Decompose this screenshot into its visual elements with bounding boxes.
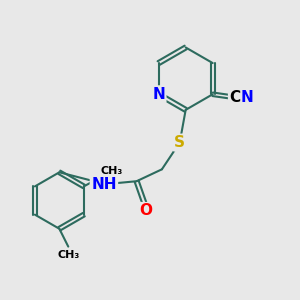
Text: C: C [230,90,241,105]
Text: S: S [174,135,185,150]
Text: O: O [139,203,152,218]
Text: N: N [241,90,253,105]
Text: N: N [152,87,165,102]
Text: CH₃: CH₃ [57,250,80,260]
Text: NH: NH [91,177,117,192]
Text: CH₃: CH₃ [101,166,123,176]
